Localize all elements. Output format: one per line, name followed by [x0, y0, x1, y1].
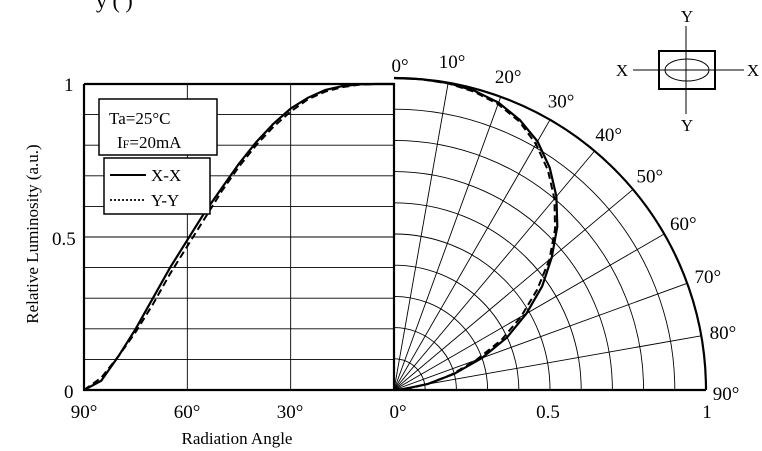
legend-label-x-x: X-X [151, 166, 181, 185]
polar-ray [393, 96, 502, 391]
series-y-y-polar [393, 77, 557, 391]
polar-ray [393, 189, 634, 391]
polar-ring [393, 202, 582, 391]
polar-angle-label-50: 50° [637, 166, 664, 187]
radial-tick-1: 1 [702, 402, 712, 423]
x-axis-ticks: 90° 60° 30° 0° [71, 402, 407, 423]
polar-angle-label-30: 30° [548, 92, 575, 113]
y-tick-0.5: 0.5 [52, 229, 76, 250]
x-tick-60: 60° [174, 402, 201, 423]
series-y-y-cartesian [83, 83, 394, 391]
conditions-box: Ta=25°C IF=20mA [98, 98, 218, 156]
orientation-right-x: X [747, 61, 759, 80]
x-axis-label: Radiation Angle [182, 429, 293, 448]
polar-radial-ticks: 0.5 1 [536, 402, 712, 423]
polar-ring [393, 108, 676, 391]
polar-angle-label-20: 20° [495, 67, 522, 88]
polar-angle-label-60: 60° [670, 214, 697, 235]
polar-ring [393, 233, 551, 391]
polar-ring [393, 327, 457, 391]
polar-ray [393, 82, 449, 391]
series-x-x-polar [393, 76, 559, 392]
polar-angle-label-10: 10° [439, 52, 466, 73]
polar-ring [393, 264, 520, 391]
orientation-top-y: Y [681, 7, 693, 26]
condition-temperature: Ta=25°C [109, 109, 170, 128]
y-axis-label: Relative Luminosity (a.u.) [23, 144, 42, 323]
polar-ray [393, 119, 551, 391]
legend: X-X Y-Y [103, 157, 211, 215]
polar-grid [393, 77, 707, 391]
polar-angle-label-90: 90° [713, 384, 740, 405]
polar-angle-labels: 0° 10° 20° 30° 40° 50° 60° 70° 80° 90° [391, 52, 739, 405]
polar-ray [393, 150, 595, 391]
polar-ring [393, 171, 613, 391]
polar-ring [393, 139, 645, 391]
polar-ring [393, 295, 489, 391]
legend-label-y-y: Y-Y [151, 191, 179, 210]
polar-ray [393, 335, 702, 391]
x-tick-90: 90° [71, 402, 98, 423]
polar-angle-label-70: 70° [695, 267, 722, 288]
orientation-left-x: X [616, 61, 628, 80]
y-tick-0: 0 [64, 382, 74, 403]
polar-outer-arc [393, 76, 708, 391]
polar-angle-label-80: 80° [710, 323, 737, 344]
y-tick-1: 1 [64, 75, 74, 96]
data-curves [83, 76, 559, 392]
polar-angle-label-40: 40° [595, 125, 622, 146]
polar-angle-label-0: 0° [391, 56, 408, 77]
y-axis-ticks: 0 0.5 1 [52, 75, 76, 403]
x-tick-30: 30° [277, 402, 304, 423]
title-fragment: y ( ) [96, 0, 133, 13]
polar-ray [393, 282, 688, 391]
x-tick-0-left: 0° [389, 402, 406, 423]
polar-ray [393, 233, 665, 391]
condition-current: IF=20mA [117, 133, 182, 152]
orientation-bottom-y: Y [681, 116, 693, 135]
radial-tick-0.5: 0.5 [536, 402, 560, 423]
orientation-diagram: Y Y X X [616, 7, 759, 135]
